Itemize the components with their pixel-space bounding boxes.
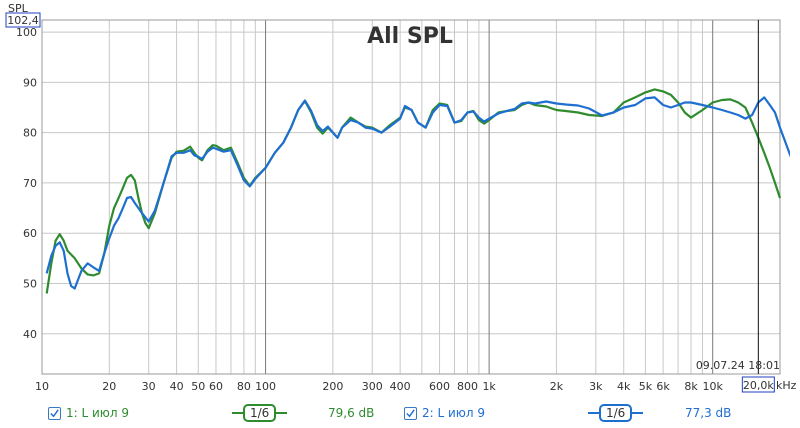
y-tick-label: 100 <box>16 26 37 39</box>
series-1-line <box>45 88 782 294</box>
x-max-box[interactable]: 20,0k <box>741 376 775 393</box>
x-tick-label: 20 <box>102 380 116 393</box>
y-max-value: 102,4 <box>7 14 39 27</box>
chart-title: All SPL <box>367 24 453 49</box>
x-tick-label: 1k <box>482 380 496 393</box>
x-tick-label: 600 <box>429 380 450 393</box>
y-tick-label: 50 <box>23 277 37 290</box>
x-tick-label: 5k <box>639 380 653 393</box>
series-layer <box>45 88 790 294</box>
series-1-checkbox[interactable] <box>48 406 61 420</box>
x-tick-label: 30 <box>142 380 156 393</box>
x-tick-label: 800 <box>457 380 478 393</box>
y-tick-labels: 40 50 60 70 80 90 100 <box>16 26 37 341</box>
x-tick-label: 300 <box>362 380 383 393</box>
x-tick-label: 10k <box>703 380 724 393</box>
y-axis-label: SPL <box>8 2 29 15</box>
x-tick-label: 40 <box>170 380 184 393</box>
x-tick-label: 60 <box>209 380 223 393</box>
x-tick-label: 2k <box>550 380 564 393</box>
smoothing-2-value: 1/6 <box>599 404 633 422</box>
smoothing-1-value: 1/6 <box>243 404 277 422</box>
series-2-line <box>45 96 790 290</box>
x-tick-label: 10 <box>35 380 49 393</box>
series-2-checkbox[interactable] <box>404 406 417 420</box>
series-1-label: 1: L июл 9 <box>66 406 130 420</box>
series-2-level: 77,3 dB <box>685 406 732 420</box>
series-2-label: 2: L июл 9 <box>422 406 486 420</box>
x-tick-label: 4k <box>617 380 631 393</box>
series-1-smoothing[interactable]: 1/6 <box>232 398 288 428</box>
series-1-level: 79,6 dB <box>328 406 375 420</box>
plot-frame <box>41 19 781 375</box>
x-tick-label: 3k <box>589 380 603 393</box>
y-max-box[interactable]: 102,4 <box>5 12 41 28</box>
x-max-value: 20,0k <box>743 379 774 392</box>
x-tick-label: 8k <box>684 380 698 393</box>
y-tick-label: 90 <box>23 76 37 89</box>
timestamp: 09.07.24 18:01 <box>696 359 780 372</box>
x-unit-label: kHz <box>776 379 797 392</box>
series-2-smoothing[interactable]: 1/6 <box>588 398 644 428</box>
grid <box>41 19 781 375</box>
legend-item-2: 2: L июл 9 <box>404 398 485 428</box>
x-tick-label: 400 <box>390 380 411 393</box>
y-tick-label: 70 <box>23 177 37 190</box>
y-tick-label: 80 <box>23 127 37 140</box>
y-tick-label: 40 <box>23 328 37 341</box>
x-tick-label: 6k <box>656 380 670 393</box>
x-tick-labels: 10 20 30 40 50 60 80 100 200 300 400 600 800 1k 2k 3k 4k… <box>35 380 724 393</box>
y-tick-label: 60 <box>23 227 37 240</box>
x-tick-label: 200 <box>322 380 343 393</box>
legend-item-1: 1: L июл 9 <box>48 398 129 428</box>
x-tick-label: 50 <box>191 380 205 393</box>
x-tick-label: 100 <box>255 380 276 393</box>
x-tick-label: 80 <box>237 380 251 393</box>
